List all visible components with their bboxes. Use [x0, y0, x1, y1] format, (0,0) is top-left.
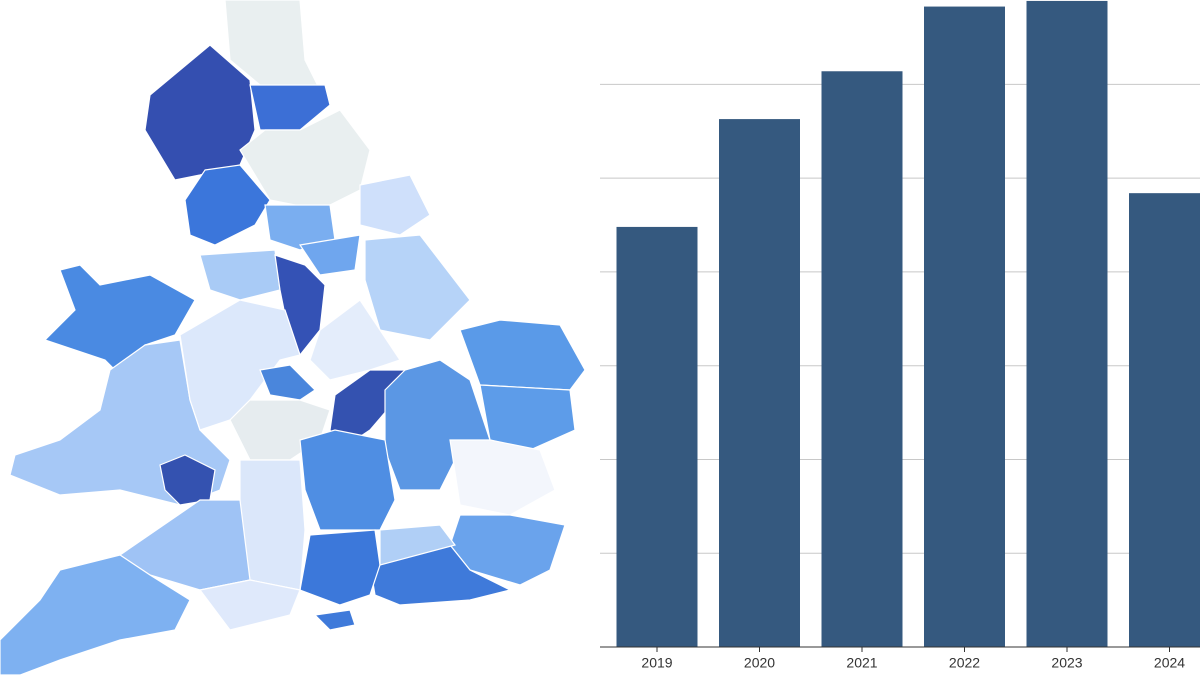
region [199, 249, 281, 301]
x-tick-label: 2021 [846, 655, 877, 671]
region [43, 264, 196, 376]
region [369, 544, 512, 606]
x-tick-label: 2019 [641, 655, 672, 671]
bar [821, 71, 903, 647]
region [479, 384, 576, 451]
region [239, 459, 306, 591]
region [198, 579, 301, 631]
region [299, 529, 381, 606]
region [249, 84, 331, 131]
region [313, 609, 356, 631]
region [309, 299, 401, 381]
region [298, 234, 361, 276]
x-tick-label: 2023 [1051, 655, 1082, 671]
bar [616, 226, 698, 648]
region-map [0, 0, 586, 676]
region [379, 524, 457, 566]
bar-chart: 2019 2020 2021 2022 2023 2024 [600, 0, 1200, 671]
x-tick-label: 2022 [949, 655, 980, 671]
region [449, 439, 556, 516]
region [359, 174, 431, 236]
region [259, 364, 316, 401]
bar [719, 119, 800, 647]
region [184, 164, 271, 246]
region [299, 429, 396, 531]
x-tick-label: 2024 [1154, 655, 1185, 671]
region [239, 109, 371, 211]
region [364, 234, 471, 341]
region [274, 254, 326, 357]
region [459, 319, 586, 391]
x-tick-label: 2020 [744, 655, 775, 671]
bar [1129, 193, 1200, 647]
bar [924, 6, 1005, 647]
bar [1026, 0, 1108, 647]
